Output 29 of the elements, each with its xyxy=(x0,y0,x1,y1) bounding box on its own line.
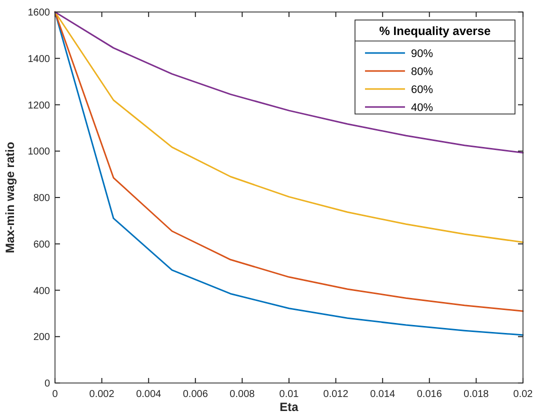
x-tick-label: 0.02 xyxy=(513,389,534,400)
y-tick-label: 1200 xyxy=(28,100,50,112)
y-tick-label: 1400 xyxy=(28,54,50,65)
x-tick-label: 0.018 xyxy=(464,389,490,400)
y-tick-label: 400 xyxy=(33,286,50,297)
y-axis-title: Max-min wage ratio xyxy=(3,142,17,254)
line-series xyxy=(54,11,524,243)
y-tick-label: 600 xyxy=(33,239,50,250)
legend-label: 80% xyxy=(411,66,434,78)
y-tick-label: 1000 xyxy=(28,146,50,158)
y-tick-label: 800 xyxy=(33,193,50,204)
x-tick-label: 0.004 xyxy=(136,389,162,400)
x-tick-label: 0.012 xyxy=(323,389,349,400)
x-tick-label: 0.016 xyxy=(416,389,442,400)
y-tick-label: 0 xyxy=(44,378,50,390)
x-tick-label: 0.01 xyxy=(279,389,300,400)
x-tick-label: 0.002 xyxy=(89,389,115,400)
y-tick-label: 1600 xyxy=(28,8,50,18)
legend-label: 90% xyxy=(411,48,434,60)
line-series xyxy=(54,11,524,154)
legend-title: % Inequality averse xyxy=(379,24,492,38)
x-axis-title: Eta xyxy=(280,400,299,414)
x-tick-label: 0.006 xyxy=(182,389,208,400)
y-tick-label: 200 xyxy=(33,332,50,344)
legend-label: 60% xyxy=(411,84,434,96)
x-tick-label: 0.008 xyxy=(230,389,256,400)
x-tick-label: 0.014 xyxy=(370,389,396,400)
legend-label: 40% xyxy=(411,102,434,114)
x-tick-label: 0 xyxy=(52,389,58,400)
